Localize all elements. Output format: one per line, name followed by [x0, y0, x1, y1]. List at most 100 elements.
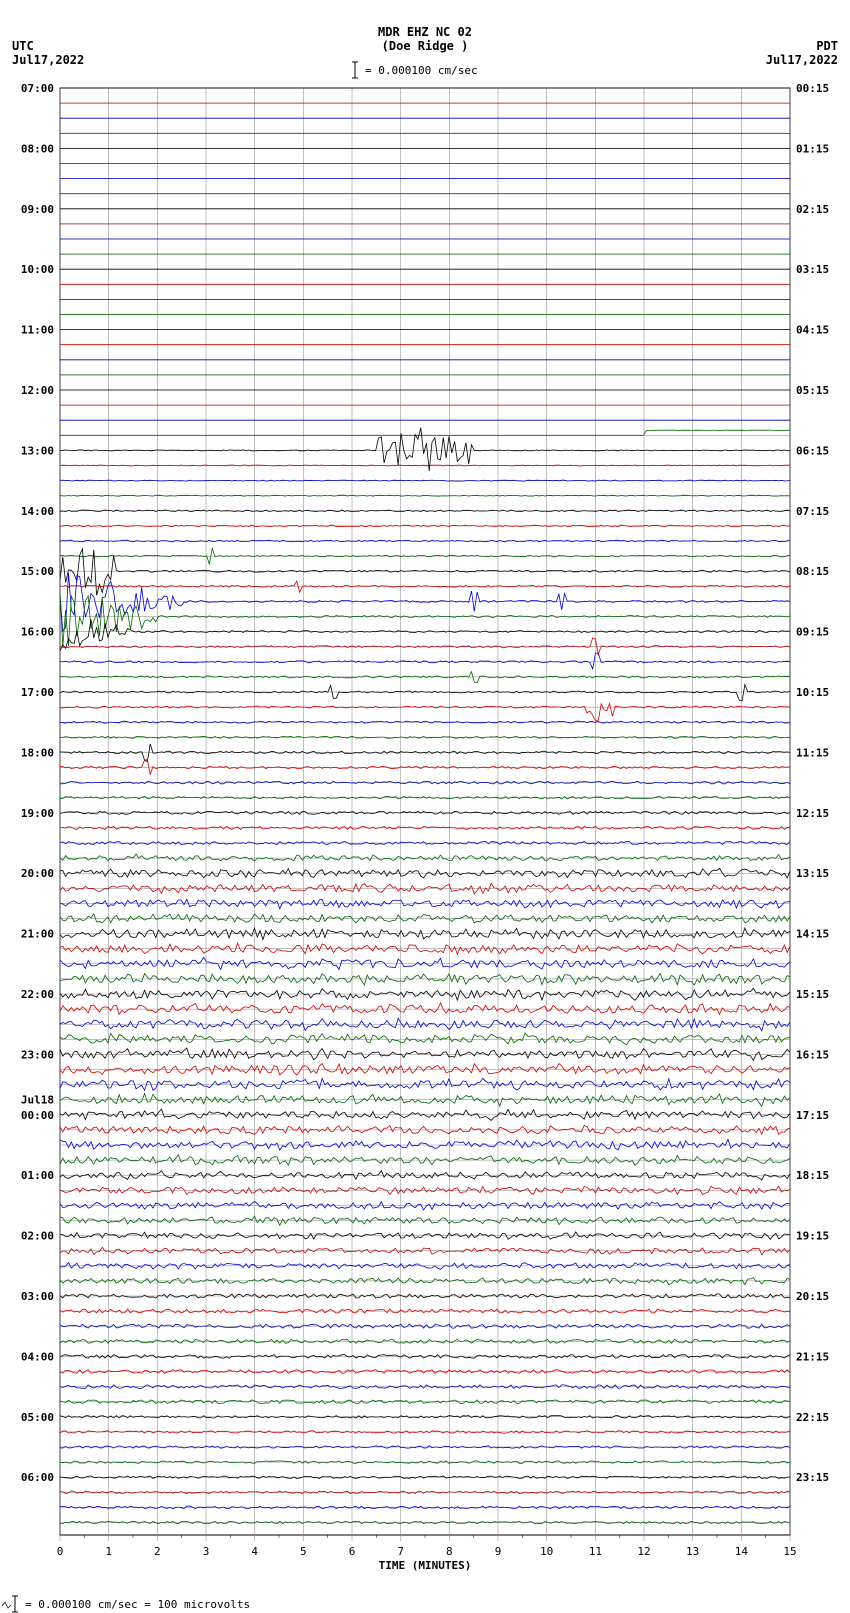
right-time-label: 14:15: [796, 928, 829, 941]
right-date-label: Jul17,2022: [766, 53, 838, 67]
right-time-label: 18:15: [796, 1169, 829, 1182]
x-tick: 8: [446, 1545, 453, 1558]
left-time-label: 16:00: [21, 626, 54, 639]
x-tick: 12: [637, 1545, 650, 1558]
left-time-label: 18:00: [21, 746, 54, 759]
left-time-label: 12:00: [21, 384, 54, 397]
left-time-label: 09:00: [21, 203, 54, 216]
x-tick: 14: [735, 1545, 749, 1558]
right-time-label: 04:15: [796, 324, 829, 337]
seismic-trace: [60, 540, 790, 542]
seismic-trace: [60, 581, 790, 592]
right-time-label: 22:15: [796, 1411, 829, 1424]
left-time-label: 02:00: [21, 1230, 54, 1243]
right-time-label: 15:15: [796, 988, 829, 1001]
left-time-label: 05:00: [21, 1411, 54, 1424]
seismic-trace: [60, 638, 790, 655]
left-time-label: 13:00: [21, 444, 54, 457]
right-time-label: 05:15: [796, 384, 829, 397]
seismic-trace: [60, 1370, 790, 1374]
right-time-label: 20:15: [796, 1290, 829, 1303]
left-time-label: 06:00: [21, 1471, 54, 1484]
seismic-trace: [60, 465, 790, 466]
left-time-label: 23:00: [21, 1048, 54, 1061]
left-tz-label: UTC: [12, 39, 34, 53]
left-time-label: 17:00: [21, 686, 54, 699]
seismic-trace: [60, 1278, 790, 1285]
x-tick: 0: [57, 1545, 64, 1558]
right-time-label: 03:15: [796, 263, 829, 276]
right-time-label: 10:15: [796, 686, 829, 699]
right-time-label: 07:15: [796, 505, 829, 518]
seismic-trace: [60, 430, 790, 435]
seismic-trace: [60, 653, 790, 669]
x-tick: 15: [783, 1545, 796, 1558]
x-tick: 9: [495, 1545, 502, 1558]
seismic-trace: [60, 854, 790, 861]
x-tick: 6: [349, 1545, 356, 1558]
right-time-label: 08:15: [796, 565, 829, 578]
seismic-trace: [60, 1018, 790, 1031]
left-time-label: 10:00: [21, 263, 54, 276]
left-time-label: 20:00: [21, 867, 54, 880]
right-tz-label: PDT: [816, 39, 838, 53]
seismic-trace: [60, 1003, 790, 1014]
seismic-trace: [60, 573, 790, 631]
x-tick: 11: [589, 1545, 602, 1558]
right-time-label: 02:15: [796, 203, 829, 216]
left-time-label: 14:00: [21, 505, 54, 518]
seismogram-plot: MDR EHZ NC 02(Doe Ridge )= 0.000100 cm/s…: [0, 0, 850, 1613]
right-time-label: 19:15: [796, 1230, 829, 1243]
left-time-label: 15:00: [21, 565, 54, 578]
x-tick: 2: [154, 1545, 161, 1558]
seismic-trace: [60, 744, 790, 762]
right-time-label: 21:15: [796, 1350, 829, 1363]
right-time-label: 16:15: [796, 1048, 829, 1061]
seismic-trace: [60, 685, 790, 701]
left-time-label: 08:00: [21, 142, 54, 155]
left-time-label: 00:00: [21, 1109, 54, 1122]
right-time-label: 09:15: [796, 626, 829, 639]
seismic-trace: [60, 974, 790, 986]
seismic-trace: [60, 796, 790, 799]
right-time-label: 12:15: [796, 807, 829, 820]
left-time-label: Jul18: [21, 1094, 54, 1107]
seismic-trace: [60, 1033, 790, 1045]
x-tick: 13: [686, 1545, 699, 1558]
x-tick: 5: [300, 1545, 307, 1558]
seismic-trace: [60, 525, 790, 527]
plot-border: [60, 88, 790, 1535]
right-time-label: 06:15: [796, 444, 829, 457]
left-time-label: 04:00: [21, 1350, 54, 1363]
station-title: MDR EHZ NC 02: [378, 25, 472, 39]
seismic-trace: [60, 1247, 790, 1255]
right-time-label: 17:15: [796, 1109, 829, 1122]
left-time-label: 21:00: [21, 928, 54, 941]
seismic-trace: [60, 495, 790, 496]
left-time-label: 22:00: [21, 988, 54, 1001]
seismic-trace: [60, 958, 790, 970]
seismic-trace: [60, 899, 790, 908]
seismic-trace: [60, 760, 790, 775]
left-date-label: Jul17,2022: [12, 53, 84, 67]
footer-scale-label: = 0.000100 cm/sec = 100 microvolts: [25, 1598, 250, 1611]
x-tick: 1: [105, 1545, 112, 1558]
seismic-trace: [60, 704, 790, 721]
right-time-label: 00:15: [796, 82, 829, 95]
right-time-label: 01:15: [796, 142, 829, 155]
right-time-label: 23:15: [796, 1471, 829, 1484]
x-tick: 3: [203, 1545, 210, 1558]
left-time-label: 03:00: [21, 1290, 54, 1303]
left-time-label: 07:00: [21, 82, 54, 95]
x-tick: 4: [251, 1545, 258, 1558]
x-tick: 7: [397, 1545, 404, 1558]
scale-label: = 0.000100 cm/sec: [365, 64, 478, 77]
seismic-trace: [60, 592, 790, 647]
right-time-label: 11:15: [796, 746, 829, 759]
right-time-label: 13:15: [796, 867, 829, 880]
left-time-label: 01:00: [21, 1169, 54, 1182]
x-axis-label: TIME (MINUTES): [379, 1559, 472, 1572]
seismic-trace: [60, 480, 790, 481]
left-time-label: 11:00: [21, 324, 54, 337]
left-time-label: 19:00: [21, 807, 54, 820]
